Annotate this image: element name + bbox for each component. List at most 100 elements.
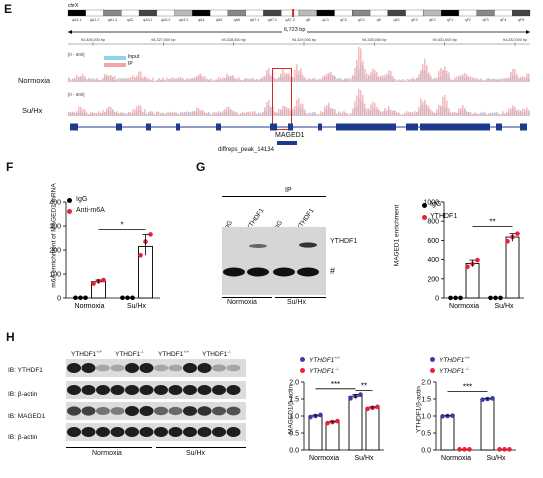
normoxia-ip-bar [278, 76, 280, 82]
normoxia-ip-bar [172, 77, 174, 82]
ideogram-band [458, 9, 477, 17]
suhx-ip-bar [308, 112, 310, 116]
f-legend-m6a-marker [67, 209, 72, 214]
x-tick-label: Normoxia [441, 455, 471, 462]
ideogram-band-label: qC2 [340, 18, 347, 22]
suhx-ip-bar [342, 111, 344, 116]
normoxia-ip-bar [386, 73, 388, 82]
gene-model [70, 123, 527, 131]
ideogram-band-label: qA5 [216, 18, 222, 22]
suhx-ip-bar [432, 111, 434, 116]
normoxia-ip-bar [192, 77, 194, 82]
suhx-input-bar [312, 112, 314, 116]
normoxia-ip-bar [342, 79, 344, 82]
normoxia-ip-bar [516, 73, 518, 82]
normoxia-ip-bar [460, 75, 462, 82]
suhx-ip-bar [230, 109, 232, 116]
suhx-ip-bar [376, 107, 378, 116]
normoxia-ip-bar [498, 80, 500, 82]
y-tick-label: 400 [427, 257, 439, 264]
x-tick-label: Su/Hx [494, 303, 514, 310]
suhx-input-bar [146, 113, 148, 116]
ideogram-band-label: qC1 [322, 18, 329, 22]
y-tick-label: 800 [427, 219, 439, 226]
blot-band [197, 406, 212, 416]
normoxia-ip-bar [102, 79, 104, 82]
normoxia-ip-bar [176, 78, 178, 82]
normoxia-ip-bar [484, 80, 486, 82]
ideogram-band [387, 9, 406, 17]
suhx-ip-bar [154, 114, 156, 116]
suhx-ip-bar [116, 111, 118, 116]
data-point [458, 295, 463, 301]
suhx-ip-bar [138, 104, 140, 116]
y-tick-label: 1000 [423, 200, 439, 207]
normoxia-ip-bar [276, 79, 278, 82]
normoxia-ip-bar [330, 71, 332, 82]
suhx-ip-bar [240, 114, 242, 116]
suhx-ip-bar [320, 111, 322, 116]
normoxia-ip-bar [514, 68, 516, 82]
scale-arrow-left [68, 30, 72, 34]
normoxia-ip-bar [260, 78, 262, 82]
ideogram-band [298, 9, 317, 17]
suhx-ip-bar [386, 110, 388, 116]
panel-label-g: G [196, 160, 206, 174]
h1-legend-wt-marker [300, 357, 305, 362]
ideogram-band [369, 9, 388, 17]
x-tick-label: Su/Hx [127, 303, 147, 310]
ideogram-band [103, 9, 122, 17]
suhx-ip-bar [104, 111, 106, 116]
normoxia-ip-bar [106, 74, 108, 82]
gene-exon [420, 123, 490, 131]
g-ylabel: MAGED1 enrichment [393, 204, 401, 267]
suhx-ip-bar [312, 114, 314, 116]
suhx-ip-bar [248, 111, 250, 116]
normoxia-ip-bar [372, 68, 374, 82]
suhx-ip-bar [254, 111, 256, 116]
normoxia-ip-bar [78, 76, 80, 82]
normoxia-ip-bar [202, 76, 204, 82]
normoxia-input-bar [340, 78, 342, 82]
western-blot-h [66, 359, 246, 441]
blot-band [212, 406, 226, 416]
suhx-ip-bar [374, 103, 376, 116]
suhx-ip-bar [236, 112, 238, 116]
data-point [120, 295, 125, 301]
suhx-ip-bar [446, 100, 448, 116]
blot-band [154, 385, 168, 395]
data-point [130, 295, 135, 301]
blot-band [81, 385, 96, 395]
normoxia-ip-bar [72, 80, 74, 82]
normoxia-ip-bar [76, 74, 78, 82]
blot-band [197, 385, 212, 395]
suhx-ip-bar [522, 108, 524, 116]
suhx-ip-bar [468, 112, 470, 116]
blot-band [183, 427, 197, 437]
suhx-ip-bar [78, 106, 80, 116]
normoxia-ip-bar [490, 80, 492, 82]
ideogram-band-label: qE2 [411, 18, 417, 22]
normoxia-ip-bar [84, 76, 86, 82]
suhx-ip-bar [238, 114, 240, 116]
normoxia-ip-bar [470, 76, 472, 82]
suhx-ip-bar [380, 111, 382, 116]
y-tick-label: 1.5 [421, 397, 431, 404]
normoxia-ip-bar [370, 72, 372, 82]
suhx-ip-bar [282, 105, 284, 116]
normoxia-ip-bar [154, 80, 156, 82]
ideogram-band [85, 9, 104, 17]
suhx-ip-bar [470, 112, 472, 116]
suhx-ip-bar [128, 112, 130, 116]
legend-input-swatch [104, 56, 126, 60]
suhx-ip-bar [234, 112, 236, 116]
gene-exon [318, 123, 322, 131]
gene-exon [116, 123, 122, 131]
track2-range: [0 - 600] [68, 92, 85, 97]
normoxia-ip-bar [500, 79, 502, 82]
suhx-ip-bar [488, 114, 490, 116]
suhx-ip-bar [108, 106, 110, 116]
y-tick-label: 1.5 [289, 397, 299, 404]
ideogram-band [441, 9, 460, 17]
suhx-ip-bar [290, 110, 292, 116]
